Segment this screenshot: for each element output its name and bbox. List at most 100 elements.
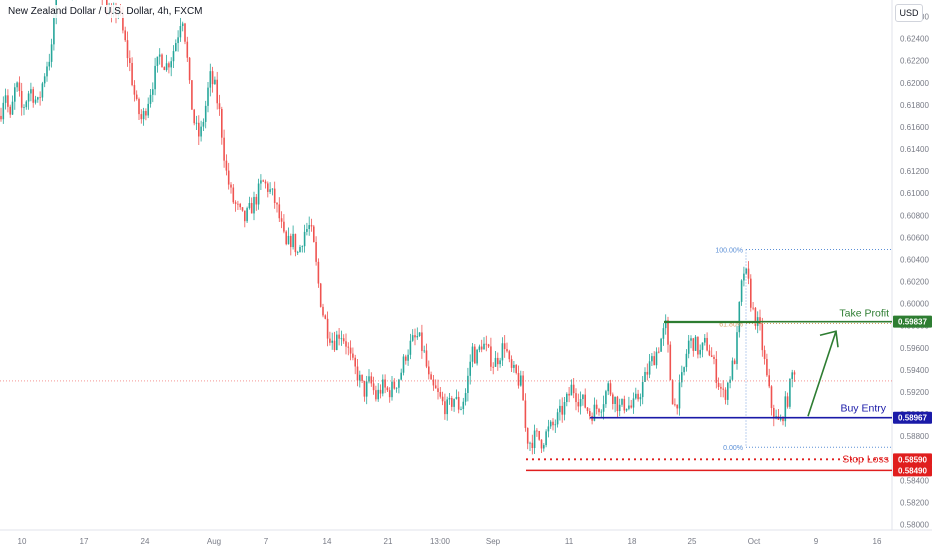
candle-body xyxy=(595,404,598,409)
candle-body xyxy=(165,63,168,71)
candle-body xyxy=(540,439,543,449)
candle-body xyxy=(621,398,623,405)
candle-body xyxy=(361,374,363,381)
candle-body xyxy=(451,398,453,407)
candle-body xyxy=(407,354,409,361)
y-tick-label: 0.58400 xyxy=(900,476,929,485)
candle-body xyxy=(287,235,290,245)
y-tick-label: 0.61000 xyxy=(900,189,929,198)
y-tick-label: 0.62400 xyxy=(900,35,929,44)
candle-body xyxy=(731,360,734,380)
candle-body xyxy=(131,62,133,86)
buy-entry-price-tag xyxy=(893,411,932,424)
time-axis[interactable]: 10 17 24 Aug 7 14 21 13:00 Sep 11 18 25 Oct 9 16 xyxy=(18,537,882,546)
candle-body xyxy=(319,283,322,307)
candle-body xyxy=(430,374,432,380)
candle-body xyxy=(460,409,462,410)
candle-body xyxy=(559,405,561,413)
candle-body xyxy=(664,320,667,329)
candle-body xyxy=(149,94,152,104)
grid xyxy=(0,0,932,531)
candle-body xyxy=(531,442,534,449)
candle-body xyxy=(53,17,55,45)
candle-body xyxy=(4,95,7,103)
candle-body xyxy=(641,382,644,398)
candle-body xyxy=(683,367,685,373)
candle-body xyxy=(490,346,492,367)
candle-body xyxy=(547,426,550,432)
candle-body xyxy=(662,328,665,339)
candle-body xyxy=(515,364,517,373)
stop-loss-dotted-price-tag xyxy=(893,453,932,466)
candle-body xyxy=(467,375,469,394)
candle-body xyxy=(253,196,255,214)
candle-body xyxy=(170,61,172,68)
candle-body xyxy=(538,430,540,440)
candle-body xyxy=(285,231,287,245)
candle-body xyxy=(402,356,405,373)
price-axis[interactable]: 0.580000.582000.584000.586000.588000.590… xyxy=(893,13,932,530)
candle-body xyxy=(669,344,672,381)
candle-body xyxy=(609,383,612,395)
candle-body xyxy=(485,343,488,345)
candle-body xyxy=(324,315,327,319)
candle-body xyxy=(375,390,377,400)
candle-body xyxy=(356,366,359,381)
candle-body xyxy=(589,411,591,416)
candle-body xyxy=(193,109,195,124)
candle-body xyxy=(179,26,182,38)
candle-body xyxy=(303,231,306,247)
candle-body xyxy=(184,23,186,42)
candle-body xyxy=(333,340,336,350)
candle-body xyxy=(147,103,149,116)
candle-body xyxy=(439,392,442,397)
candle-body xyxy=(140,114,143,120)
candle-body xyxy=(382,379,384,394)
candle-body xyxy=(299,246,301,253)
candle-body xyxy=(363,380,366,397)
candle-body xyxy=(292,233,294,248)
candle-body xyxy=(549,421,552,427)
candle-body xyxy=(214,79,216,85)
candle-body xyxy=(336,334,338,350)
candle-body xyxy=(653,356,655,366)
candle-body xyxy=(554,424,557,426)
candle-body xyxy=(786,396,789,407)
candle-body xyxy=(710,355,713,357)
x-tick-label: 16 xyxy=(873,537,882,546)
candle-body xyxy=(244,210,246,222)
candle-body xyxy=(598,408,600,413)
y-tick-label: 0.58200 xyxy=(900,498,929,507)
candle-body xyxy=(172,51,175,62)
candle-body xyxy=(313,226,315,242)
currency-button[interactable]: USD xyxy=(895,4,923,22)
candle-body xyxy=(181,23,184,27)
candle-body xyxy=(423,350,425,352)
candle-body xyxy=(697,336,699,355)
y-tick-label: 0.62200 xyxy=(900,57,929,66)
candle-body xyxy=(747,268,750,279)
candle-body xyxy=(658,351,660,353)
stop-loss-dotted-price-label: 0.58590 xyxy=(898,455,927,464)
candle-body xyxy=(306,229,308,232)
candle-body xyxy=(326,318,329,339)
candle-body xyxy=(623,398,626,411)
candle-body xyxy=(457,396,460,410)
candle-body xyxy=(789,378,791,407)
candle-body xyxy=(267,183,269,192)
stop-loss-price-tag xyxy=(893,464,932,477)
candle-body xyxy=(536,430,538,432)
candle-body xyxy=(158,54,161,57)
candle-body xyxy=(310,225,313,227)
candle-body xyxy=(388,390,391,398)
candle-body xyxy=(340,338,343,340)
candle-body xyxy=(124,30,126,41)
y-tick-label: 0.61400 xyxy=(900,145,929,154)
candle-body xyxy=(7,95,9,107)
annotations: 100.00% 61.80% 0.00% Take Profit Buy Entry St… xyxy=(0,248,892,472)
candle-body xyxy=(501,343,504,361)
candle-body xyxy=(391,381,393,398)
candle-body xyxy=(667,320,669,345)
